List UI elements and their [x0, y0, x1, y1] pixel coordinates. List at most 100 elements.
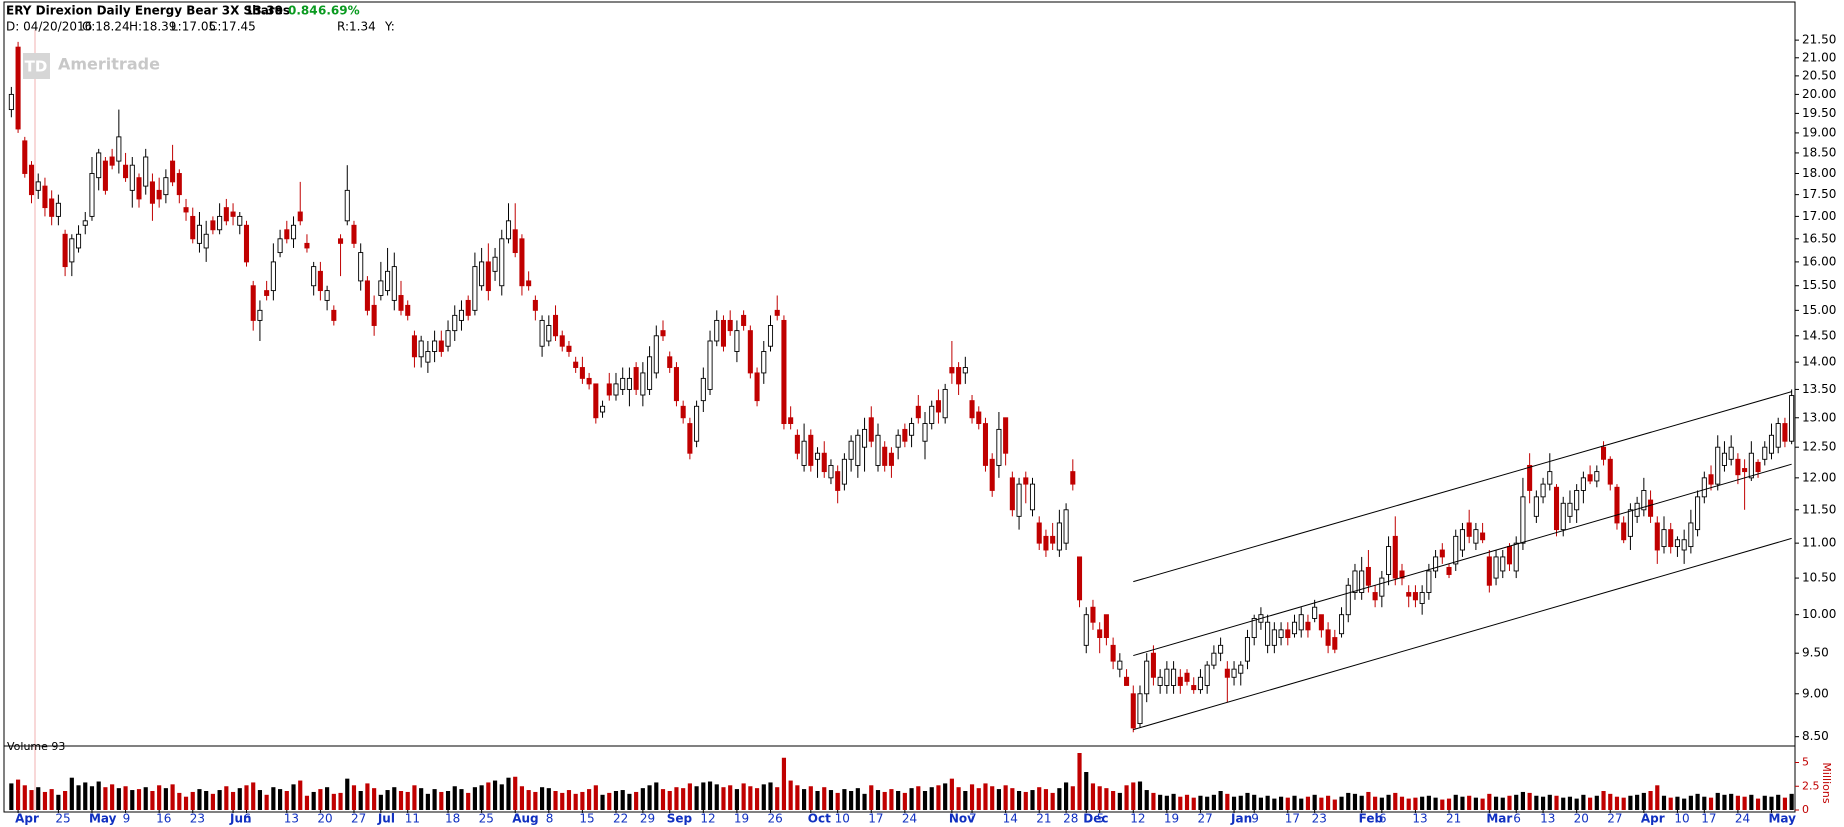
candle-body	[761, 351, 767, 374]
volume-bar	[1554, 795, 1559, 810]
candle-body	[230, 211, 236, 217]
volume-bar	[546, 788, 551, 810]
x-tick-label: Jul	[377, 812, 395, 826]
x-tick-label: 27	[1607, 812, 1622, 826]
volume-bar	[1735, 795, 1740, 810]
volume-bar	[587, 789, 592, 810]
volume-bar	[42, 791, 48, 810]
candle-body	[1775, 423, 1781, 448]
volume-bar	[1729, 793, 1734, 810]
candle-body	[317, 270, 323, 292]
volume-bar	[1191, 797, 1196, 810]
volume-bar	[660, 789, 666, 810]
candle-body	[156, 189, 162, 200]
candle-body	[1708, 474, 1714, 485]
volume-bar	[849, 791, 854, 810]
candle-body	[1419, 592, 1425, 604]
candle-body	[418, 340, 424, 358]
x-tick-label: 27	[351, 812, 366, 826]
candle-body	[922, 423, 928, 442]
candle-body	[1721, 452, 1727, 466]
x-tick-label: 21	[1446, 812, 1461, 826]
volume-bar	[49, 789, 54, 810]
volume-bar	[365, 783, 370, 810]
volume-bar	[976, 788, 981, 810]
candle-body	[1083, 614, 1089, 646]
volume-bar	[540, 787, 545, 810]
candle-body	[163, 177, 169, 196]
y-tick-label: 19.50	[1802, 106, 1836, 120]
volume-bar	[580, 791, 585, 810]
volume-bar	[694, 786, 699, 810]
volume-bar	[1198, 795, 1203, 810]
volume-bar	[1225, 793, 1230, 810]
candle-body	[123, 164, 129, 179]
candle-body	[526, 280, 532, 287]
y-tick-label: 16.00	[1802, 254, 1836, 268]
volume-frame	[3, 745, 1796, 813]
volume-bar	[1151, 792, 1156, 810]
y-tick-label: 14.50	[1802, 328, 1836, 342]
volume-bar	[654, 782, 659, 810]
candle-body	[1003, 417, 1009, 454]
volume-bar	[116, 788, 121, 810]
volume-bar	[224, 786, 229, 810]
volume-bar	[842, 789, 847, 810]
volume-bar	[1507, 795, 1512, 810]
candle-body	[888, 452, 894, 466]
candle-body	[1641, 490, 1647, 511]
x-tick-label: 9	[1251, 812, 1259, 826]
y-tick-label: 13.50	[1802, 382, 1836, 396]
candle-body	[1372, 592, 1378, 601]
volume-bar	[1635, 794, 1640, 810]
candle-body	[1379, 577, 1385, 597]
y-tick-label: 10.00	[1802, 607, 1836, 621]
y-tick-label: 19.00	[1802, 125, 1836, 139]
candle-body	[1553, 486, 1560, 531]
volume-bar	[63, 791, 68, 810]
volume-bar	[1010, 788, 1015, 810]
candle-body	[1338, 614, 1345, 635]
volume-bar	[445, 791, 451, 810]
candle-body	[1627, 509, 1633, 537]
y-tick-label: 21.50	[1802, 33, 1836, 47]
x-tick-label: 26	[767, 812, 782, 826]
volume-bar	[492, 780, 498, 810]
volume-tick-label: 5	[1802, 756, 1809, 769]
candle-body	[956, 367, 962, 385]
volume-bar	[1460, 796, 1465, 810]
candle-body	[1533, 496, 1539, 517]
candle-body	[1621, 522, 1627, 541]
candle-body	[626, 377, 632, 390]
candle-body	[741, 314, 747, 326]
candle-body	[304, 242, 310, 249]
volume-bar	[1104, 788, 1109, 810]
volume-bar	[519, 786, 525, 810]
candle-body	[1291, 621, 1298, 635]
candle-body	[1688, 522, 1694, 548]
volume-bar	[1514, 794, 1519, 810]
volume-bar	[1655, 785, 1660, 810]
candle-body	[1191, 685, 1197, 691]
candle-body	[183, 207, 189, 213]
x-tick-label: 17	[1701, 812, 1716, 826]
candle-body	[1023, 477, 1029, 485]
volume-bar	[1648, 791, 1653, 810]
volume-bar	[36, 787, 41, 810]
candle-body	[223, 207, 229, 222]
x-tick-label: Aug	[512, 812, 538, 826]
volume-bar	[183, 796, 189, 810]
candle-body	[996, 428, 1002, 466]
volume-bar	[425, 793, 430, 810]
x-tick-label: Nov	[949, 812, 975, 826]
candle-body	[1130, 693, 1136, 729]
x-tick-label: May	[1768, 812, 1796, 826]
candle-body	[1473, 529, 1479, 544]
volume-bar	[257, 790, 263, 810]
candle-body	[55, 202, 61, 217]
candle-body	[1614, 486, 1620, 524]
candle-body	[49, 198, 55, 217]
volume-bar	[1661, 795, 1667, 810]
volume-bar	[1238, 795, 1243, 810]
x-tick-label: 11	[405, 812, 420, 826]
